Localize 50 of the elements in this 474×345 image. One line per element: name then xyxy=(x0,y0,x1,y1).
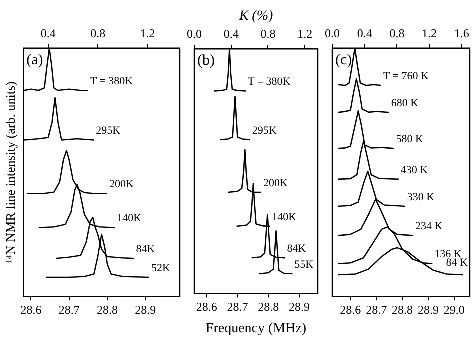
annotation: (c) xyxy=(336,52,352,68)
series-label: 680 K xyxy=(391,98,419,110)
series-label: 55K xyxy=(294,258,314,271)
x2-tick-label: 1.6 xyxy=(454,26,470,40)
x-tick-label: 28.8 xyxy=(392,302,414,317)
series-label: 200K xyxy=(264,177,288,190)
x-tick-label: 28.9 xyxy=(135,302,156,317)
x-tick-label: 29.0 xyxy=(444,302,465,317)
series-label: 52K xyxy=(151,262,170,274)
x2-tick-label: 1.2 xyxy=(298,27,313,42)
series-label: 295K xyxy=(96,125,121,138)
y-axis-title: ¹⁴N NMR line intensity (arb. units) xyxy=(3,82,18,264)
annotation: (a) xyxy=(26,52,44,68)
x2-tick-label: 0.0 xyxy=(187,27,202,42)
x-tick-label: 28.7 xyxy=(58,302,80,317)
x2-tick-label: 0.4 xyxy=(224,27,239,42)
x2-tick-label: 0.8 xyxy=(90,26,106,40)
x2-axis-title: K (%) xyxy=(238,9,274,24)
x-tick-label: 28.6 xyxy=(20,302,42,317)
series-label: 430 K xyxy=(400,164,428,176)
series-label: 84K xyxy=(287,242,306,255)
series-label: 140K xyxy=(117,212,142,225)
x-tick-label: 28.7 xyxy=(227,300,248,314)
series-label: 234 K xyxy=(415,220,443,233)
x2-tick-label: 1.2 xyxy=(422,26,438,40)
x-tick-label: 28.8 xyxy=(258,300,280,314)
x-tick-label: 28.6 xyxy=(196,300,218,314)
x-tick-label: 28.9 xyxy=(288,300,310,314)
x2-tick-label: 1.2 xyxy=(140,26,156,40)
series-label: 200K xyxy=(110,178,134,191)
annotation: (b) xyxy=(198,53,215,70)
series-label: 295K xyxy=(252,124,277,137)
series-label: T = 760 K xyxy=(384,70,430,83)
x-axis-title: Frequency (MHz) xyxy=(206,321,307,336)
x2-tick-label: 0.8 xyxy=(390,26,405,40)
x2-tick-label: 0.4 xyxy=(357,26,372,40)
series-label: 84 K xyxy=(446,256,468,269)
series-label: T = 380K xyxy=(248,76,291,88)
x2-tick-label: 0.4 xyxy=(40,26,56,40)
x2-tick-label: 0.0 xyxy=(325,26,340,40)
x-tick-label: 28.6 xyxy=(340,302,362,317)
x2-tick-label: 0.8 xyxy=(260,27,276,42)
series-label: 330 K xyxy=(407,191,435,204)
x-tick-label: 28.8 xyxy=(97,302,118,317)
series-label: 140K xyxy=(272,211,297,224)
series-label: 84K xyxy=(136,244,156,256)
series-label: T = 380K xyxy=(90,75,134,88)
series-label: 580 K xyxy=(396,134,424,146)
x-tick-label: 28.9 xyxy=(418,302,439,317)
x-tick-label: 28.7 xyxy=(366,302,388,317)
